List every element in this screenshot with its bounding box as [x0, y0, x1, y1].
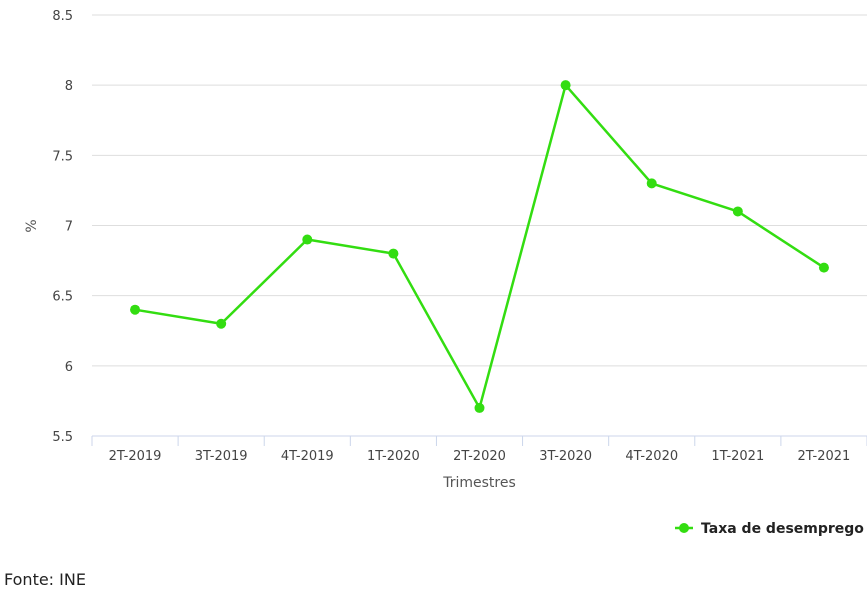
source-note: Fonte: INE	[4, 570, 86, 589]
y-tick-label: 8.5	[52, 9, 73, 24]
data-point[interactable]	[474, 402, 485, 413]
x-tick-label: 2T-2021	[798, 449, 851, 464]
data-point[interactable]	[818, 262, 829, 273]
y-tick-label: 8	[65, 79, 73, 94]
data-point[interactable]	[388, 248, 399, 259]
line-chart: 2T-2019 3T-2019 4T-2019 1T-2020 2T-2020 3T-20…	[24, 9, 867, 537]
x-axis: 2T-2019 3T-2019 4T-2019 1T-2020 2T-2020 3T-20…	[91, 435, 867, 464]
x-tick-label: 1T-2021	[711, 449, 764, 464]
data-point[interactable]	[302, 234, 313, 245]
data-point[interactable]	[130, 304, 141, 315]
y-axis-title: %	[24, 219, 40, 232]
y-tick-label: 5.5	[52, 430, 73, 445]
data-point[interactable]	[646, 178, 657, 189]
x-tick-label: 4T-2020	[625, 449, 678, 464]
x-tick-label: 3T-2020	[539, 449, 592, 464]
data-point[interactable]	[216, 318, 227, 329]
x-tick-label: 1T-2020	[367, 449, 420, 464]
legend-label[interactable]: Taxa de desemprego	[701, 521, 864, 537]
y-axis-ticks: 5.5 6 6.5 7 7.5 8 8.5	[52, 9, 73, 445]
y-tick-label: 6	[65, 360, 73, 375]
series-line	[134, 83, 825, 410]
y-tick-label: 7.5	[52, 149, 73, 164]
gridlines	[92, 14, 867, 367]
x-tick-label: 4T-2019	[281, 449, 334, 464]
data-point[interactable]	[560, 80, 571, 91]
x-tick-label: 2T-2020	[453, 449, 506, 464]
data-point[interactable]	[732, 206, 743, 217]
legend-marker	[679, 523, 689, 533]
x-tick-label: 2T-2019	[109, 449, 162, 464]
y-tick-label: 6.5	[52, 290, 73, 305]
legend[interactable]: Taxa de desemprego	[675, 521, 864, 537]
x-tick-label: 3T-2019	[195, 449, 248, 464]
x-axis-title: Trimestres	[442, 475, 516, 491]
y-tick-label: 7	[65, 220, 73, 235]
series-layer	[130, 80, 829, 413]
